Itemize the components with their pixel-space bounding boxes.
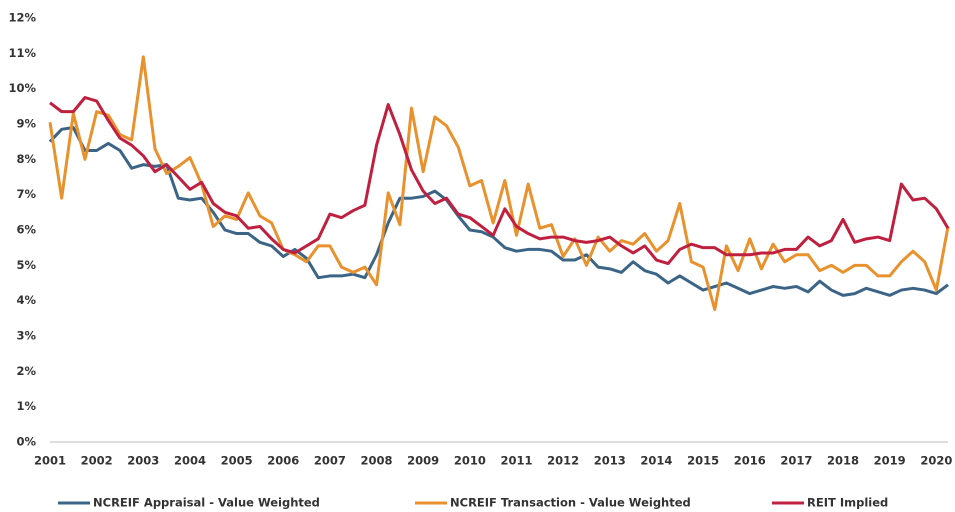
y-tick-label: 2%	[16, 364, 36, 378]
y-tick-label: 0%	[16, 435, 36, 449]
y-tick-label: 4%	[16, 293, 36, 307]
x-tick-label: 2018	[827, 454, 859, 468]
x-tick-label: 2015	[687, 454, 719, 468]
line-series	[48, 126, 949, 297]
y-tick-label: 10%	[8, 81, 36, 95]
x-tick-label: 2004	[174, 454, 206, 468]
x-tick-label: 2011	[500, 454, 532, 468]
x-tick-label: 2013	[594, 454, 626, 468]
y-tick-label: 5%	[16, 258, 36, 272]
y-tick-label: 8%	[16, 152, 36, 166]
legend-label: NCREIF Appraisal - Value Weighted	[93, 496, 320, 510]
x-tick-label: 2012	[547, 454, 579, 468]
legend-label: REIT Implied	[807, 496, 888, 510]
x-tick-label: 2005	[221, 454, 253, 468]
y-tick-label: 11%	[8, 46, 36, 60]
x-tick-label: 2009	[407, 454, 439, 468]
line-series	[49, 96, 950, 266]
x-tick-label: 2014	[640, 454, 672, 468]
x-tick-label: 2017	[780, 454, 812, 468]
legend-label: NCREIF Transaction - Value Weighted	[450, 496, 691, 510]
y-tick-label: 6%	[16, 223, 36, 237]
x-tick-label: 2008	[361, 454, 393, 468]
y-tick-label: 7%	[16, 187, 36, 201]
x-tick-label: 2003	[127, 454, 159, 468]
x-tick-label: 2020	[920, 454, 952, 468]
y-tick-label: 3%	[16, 329, 36, 343]
x-tick-label: 2016	[734, 454, 766, 468]
x-tick-label: 2001	[34, 454, 66, 468]
x-tick-label: 2006	[267, 454, 299, 468]
y-tick-label: 1%	[16, 399, 36, 413]
x-tick-label: 2002	[81, 454, 113, 468]
line-series	[48, 55, 950, 311]
x-tick-label: 2010	[454, 454, 486, 468]
x-tick-label: 2007	[314, 454, 346, 468]
x-tick-label: 2019	[874, 454, 906, 468]
y-tick-label: 12%	[8, 11, 36, 25]
y-tick-label: 9%	[16, 117, 36, 131]
